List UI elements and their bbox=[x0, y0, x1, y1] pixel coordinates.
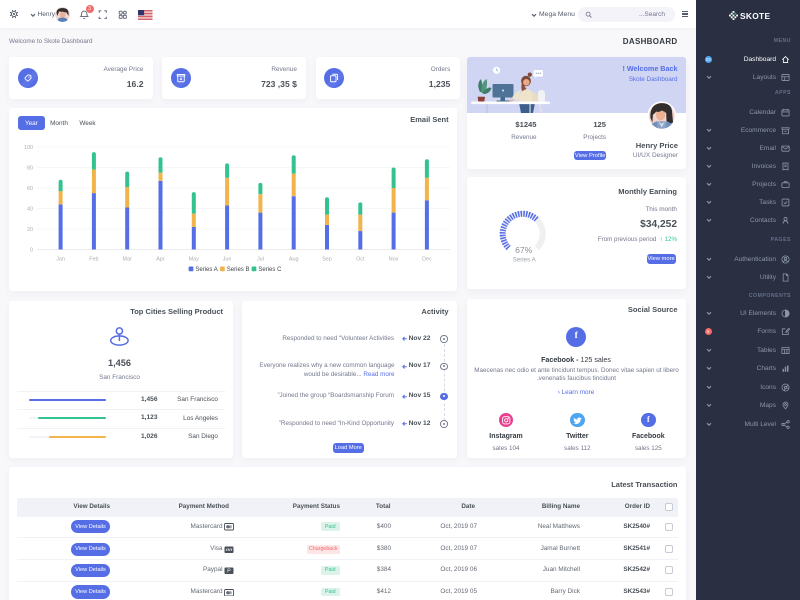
svg-text:Mar: Mar bbox=[123, 257, 132, 263]
svg-text:Jul: Jul bbox=[257, 257, 264, 263]
svg-text:Series A: Series A bbox=[195, 267, 217, 273]
svg-text:Sep: Sep bbox=[322, 257, 332, 263]
svg-text:Jun: Jun bbox=[223, 257, 232, 263]
svg-text:P: P bbox=[227, 568, 231, 574]
svg-text:80: 80 bbox=[27, 166, 33, 172]
svg-text:Dec: Dec bbox=[422, 257, 432, 263]
svg-text:Oct: Oct bbox=[356, 257, 365, 263]
svg-text:Jan: Jan bbox=[56, 257, 65, 263]
svg-text:Series A: Series A bbox=[513, 257, 537, 264]
svg-text:67%: 67% bbox=[515, 245, 533, 255]
svg-text:Apr: Apr bbox=[156, 257, 165, 263]
svg-text:60: 60 bbox=[27, 186, 33, 192]
svg-text:40: 40 bbox=[27, 207, 33, 213]
svg-text:100: 100 bbox=[24, 145, 33, 151]
svg-text:0: 0 bbox=[30, 248, 33, 254]
svg-text:Feb: Feb bbox=[89, 257, 98, 263]
svg-text:Series B: Series B bbox=[227, 267, 250, 273]
svg-text:Nov: Nov bbox=[389, 257, 399, 263]
svg-text:20: 20 bbox=[27, 227, 33, 233]
svg-text:May: May bbox=[189, 257, 199, 263]
svg-text:Aug: Aug bbox=[289, 257, 299, 263]
svg-text:Series C: Series C bbox=[258, 267, 282, 273]
